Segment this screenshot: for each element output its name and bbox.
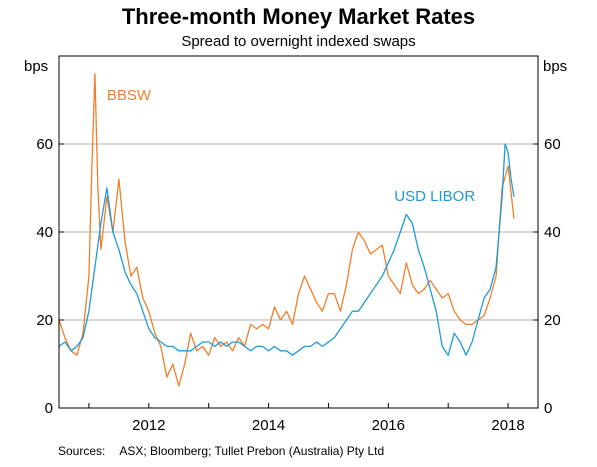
chart-subtitle: Spread to overnight indexed swaps <box>181 33 416 50</box>
x-axis: 2012 2014 2016 2018 <box>88 403 525 434</box>
y-unit-left: bps <box>24 58 48 75</box>
gridlines <box>59 143 538 321</box>
y-tick-label-left: 20 <box>36 312 53 329</box>
y-tick-label-left: 60 <box>36 136 53 153</box>
series-line-bbsw <box>58 72 515 387</box>
x-tick-label-2012: 2012 <box>132 417 165 434</box>
x-tick-label-2016: 2016 <box>372 417 405 434</box>
x-tick-label-2018: 2018 <box>491 417 524 434</box>
series-annotations: BBSW USD LIBOR <box>107 87 475 205</box>
sources-text: ASX; Bloomberg; Tullet Prebon (Australia… <box>119 444 385 458</box>
sources-label: Sources: <box>58 444 106 458</box>
series-line-usd-libor <box>58 143 515 356</box>
y-tick-label-right: 20 <box>544 312 561 329</box>
y-tick-label-right: 60 <box>544 136 561 153</box>
y-tick-label-right: 0 <box>544 400 552 417</box>
x-tick-label-2014: 2014 <box>252 417 285 434</box>
y-tick-label-right: 40 <box>544 224 561 241</box>
series-lines <box>58 72 515 387</box>
y-tick-label-left: 0 <box>45 400 53 417</box>
y-tick-label-left: 40 <box>36 224 53 241</box>
sources-note: Sources: ASX; Bloomberg; Tullet Prebon (A… <box>58 444 398 458</box>
annotation-usd-libor: USD LIBOR <box>394 188 475 205</box>
chart-title: Three-month Money Market Rates <box>121 4 476 29</box>
y-unit-right: bps <box>543 58 567 75</box>
annotation-bbsw: BBSW <box>107 87 152 104</box>
y-axes: 0 0 20 20 40 40 60 60 <box>36 136 560 417</box>
